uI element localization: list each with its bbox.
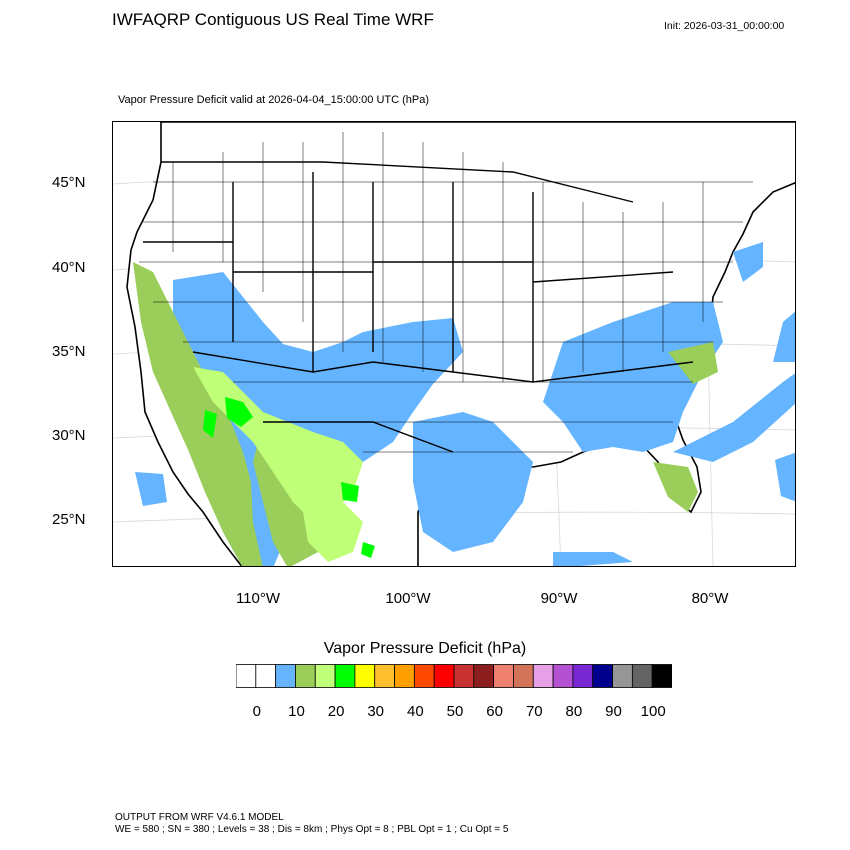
colorbar-label-4: 40 — [407, 703, 424, 720]
colorbar-label-7: 70 — [525, 703, 543, 720]
lat-label-45: 45°N — [52, 174, 86, 191]
colorbar-swatch-12 — [473, 664, 495, 688]
colorbar-swatch-14 — [513, 664, 534, 688]
colorbar-swatch-18 — [592, 664, 613, 688]
lon-label-110: 110°W — [235, 590, 281, 607]
colorbar-swatch-17 — [572, 664, 594, 688]
field-subtitle: Vapor Pressure Deficit valid at 2026-04-… — [118, 94, 430, 106]
colorbar-swatch-13 — [493, 664, 514, 688]
colorbar-swatch-15 — [532, 664, 554, 688]
state-lines — [143, 161, 694, 453]
colorbar-swatch-20 — [631, 664, 653, 688]
colorbar-label-6: 60 — [486, 703, 503, 720]
colorbar-swatch-5 — [334, 664, 356, 688]
colorbar-label-3: 30 — [367, 703, 385, 720]
colorbar — [236, 664, 672, 688]
colorbar-swatch-21 — [651, 664, 672, 688]
colorbar-label-2: 20 — [327, 703, 345, 720]
colorbar-label-9: 90 — [605, 703, 622, 720]
vpd-green-regions — [203, 397, 375, 558]
colorbar-swatch-0 — [236, 664, 257, 688]
lon-label-90: 90°W — [540, 590, 578, 607]
lon-label-100: 100°W — [385, 590, 431, 607]
vpd-map — [113, 122, 795, 566]
colorbar-swatch-9 — [413, 664, 435, 688]
footer-model: OUTPUT FROM WRF V4.6.1 MODEL — [115, 812, 284, 823]
init-time: Init: 2026-03-31_00:00:00 — [664, 20, 785, 32]
lat-label-35: 35°N — [52, 343, 86, 360]
footer-config: WE = 580 ; SN = 380 ; Levels = 38 ; Dis … — [115, 824, 509, 835]
lat-label-40: 40°N — [52, 259, 86, 276]
colorbar-swatch-3 — [295, 664, 316, 688]
lat-label-25: 25°N — [52, 511, 86, 528]
colorbar-label-5: 50 — [446, 703, 464, 720]
colorbar-label-8: 80 — [565, 703, 583, 720]
colorbar-title: Vapor Pressure Deficit (hPa) — [323, 640, 527, 657]
colorbar-swatch-19 — [612, 664, 633, 688]
colorbar-label-10: 100 — [640, 703, 666, 720]
colorbar-swatch-10 — [433, 664, 455, 688]
colorbar-swatch-7 — [374, 664, 395, 688]
colorbar-swatch-6 — [354, 664, 376, 688]
lon-label-80: 80°W — [691, 590, 729, 607]
colorbar-swatch-8 — [394, 664, 415, 688]
colorbar-label-1: 10 — [288, 703, 305, 720]
lat-label-30: 30°N — [52, 427, 86, 444]
colorbar-swatch-4 — [314, 664, 336, 688]
colorbar-swatch-1 — [255, 664, 277, 688]
colorbar-swatch-11 — [453, 664, 475, 688]
map-title: IWFAQRP Contiguous US Real Time WRF — [112, 10, 434, 29]
colorbar-swatch-16 — [552, 664, 574, 688]
colorbar-swatch-2 — [275, 664, 296, 688]
map-panel — [112, 121, 796, 567]
colorbar-label-0: 0 — [252, 703, 261, 720]
